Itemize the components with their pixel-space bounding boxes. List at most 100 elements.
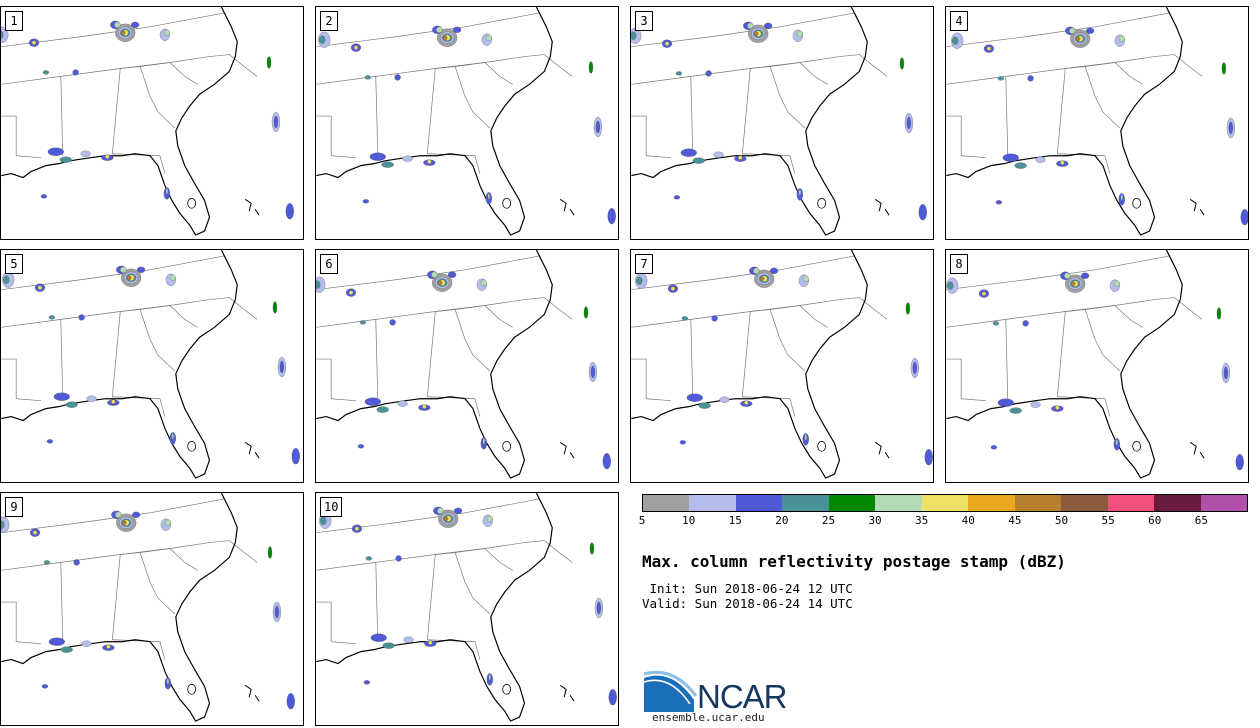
lake-okeechobee	[502, 683, 512, 695]
colorbar-segment	[735, 495, 783, 511]
state-border	[120, 548, 198, 571]
state-border	[741, 68, 751, 154]
state-border	[961, 398, 986, 402]
reflectivity-cell	[1113, 280, 1120, 287]
colorbar-segment	[1014, 495, 1062, 511]
reflectivity-cell	[86, 395, 97, 402]
reflectivity-cell	[365, 556, 372, 561]
state-border	[375, 76, 379, 156]
reflectivity-cell	[952, 36, 959, 45]
reflectivity-cell	[1235, 454, 1244, 471]
reflectivity-cell	[431, 271, 438, 278]
reflectivity-cell	[448, 271, 457, 278]
state-border	[60, 562, 64, 642]
reflectivity-cell	[899, 57, 905, 70]
bahamas-islands	[244, 441, 260, 459]
reflectivity-cell	[362, 199, 369, 204]
stamp-panel-1: 1	[0, 6, 304, 240]
bahamas-islands	[874, 441, 890, 459]
state-border	[111, 311, 121, 397]
reflectivity-cell	[169, 274, 176, 281]
reflectivity-cell	[1035, 156, 1046, 163]
state-border	[426, 554, 436, 640]
reflectivity-cell	[1071, 281, 1076, 286]
state-border	[1056, 68, 1066, 154]
state-border	[839, 297, 888, 320]
state-border	[946, 12, 1170, 48]
state-border	[646, 155, 671, 159]
reflectivity-cell	[72, 69, 79, 76]
stamp-panel-9: 9	[0, 492, 304, 726]
lake-okeechobee	[187, 683, 197, 695]
reflectivity-cell	[675, 71, 683, 76]
lake-okeechobee	[817, 440, 827, 452]
colorbar-segment	[921, 495, 969, 511]
reflectivity-cell	[981, 291, 987, 296]
state-border	[375, 319, 379, 399]
reflectivity-cell	[1014, 162, 1027, 169]
colorbar-tick-label: 45	[1008, 514, 1022, 527]
reflectivity-cell	[1240, 209, 1248, 226]
reflectivity-map	[631, 250, 933, 479]
state-border	[1154, 54, 1203, 77]
reflectivity-cell	[997, 398, 1014, 407]
lake-okeechobee	[502, 197, 512, 209]
stamp-panel-10: 10	[315, 492, 619, 726]
reflectivity-cell	[1120, 194, 1123, 201]
reflectivity-cell	[453, 507, 463, 514]
reflectivity-cell	[171, 433, 174, 440]
reflectivity-cell	[1085, 27, 1095, 34]
reflectivity-cell	[427, 159, 432, 164]
reflectivity-cell	[403, 636, 414, 643]
state-border	[16, 398, 41, 402]
colorbar-segment	[782, 495, 829, 511]
reflectivity-cell	[48, 637, 65, 646]
colorbar-segment	[1200, 495, 1248, 511]
reflectivity-cell	[1, 30, 4, 39]
reflectivity-cell	[1223, 366, 1229, 380]
reflectivity-cell	[394, 74, 401, 81]
reflectivity-cell	[80, 150, 91, 157]
state-border	[1154, 297, 1203, 320]
reflectivity-cell	[1064, 272, 1071, 279]
reflectivity-cell	[354, 526, 360, 531]
state-border	[111, 554, 121, 640]
reflectivity-cell	[986, 46, 992, 51]
state-border	[331, 155, 356, 159]
state-border	[946, 255, 1170, 291]
reflectivity-cell	[266, 56, 272, 69]
colorbar-tick-label: 25	[821, 514, 836, 527]
coastline	[946, 250, 1183, 479]
state-border	[1056, 311, 1066, 397]
state-border	[750, 305, 828, 328]
reflectivity-cell	[738, 155, 743, 160]
state-border	[961, 155, 986, 159]
state-border	[1, 115, 17, 156]
colorbar-segment	[828, 495, 876, 511]
reflectivity-cell	[114, 21, 121, 28]
reflectivity-cell	[81, 640, 92, 647]
colorbar-tick-label: 55	[1101, 514, 1115, 527]
state-border	[16, 641, 41, 645]
reflectivity-cell	[719, 396, 730, 403]
reflectivity-cell	[679, 440, 686, 445]
reflectivity-cell	[1, 520, 5, 529]
reflectivity-cell	[754, 31, 759, 36]
reflectivity-cell	[316, 280, 321, 289]
state-border	[16, 155, 41, 159]
reflectivity-cell	[681, 316, 688, 321]
reflectivity-cell	[105, 154, 110, 159]
coastline	[316, 7, 553, 236]
reflectivity-cell	[37, 285, 43, 290]
lake-okeechobee	[1132, 440, 1142, 452]
bahamas-islands	[874, 198, 890, 216]
coastline	[631, 250, 868, 479]
state-border	[631, 255, 855, 291]
reflectivity-cell	[680, 148, 697, 157]
colorbar-tick-label: 60	[1148, 514, 1162, 527]
reflectivity-map	[1, 7, 294, 236]
coastline	[316, 250, 553, 479]
coastline	[316, 493, 553, 722]
reflectivity-cell	[1009, 407, 1022, 414]
reflectivity-cell	[480, 279, 487, 286]
